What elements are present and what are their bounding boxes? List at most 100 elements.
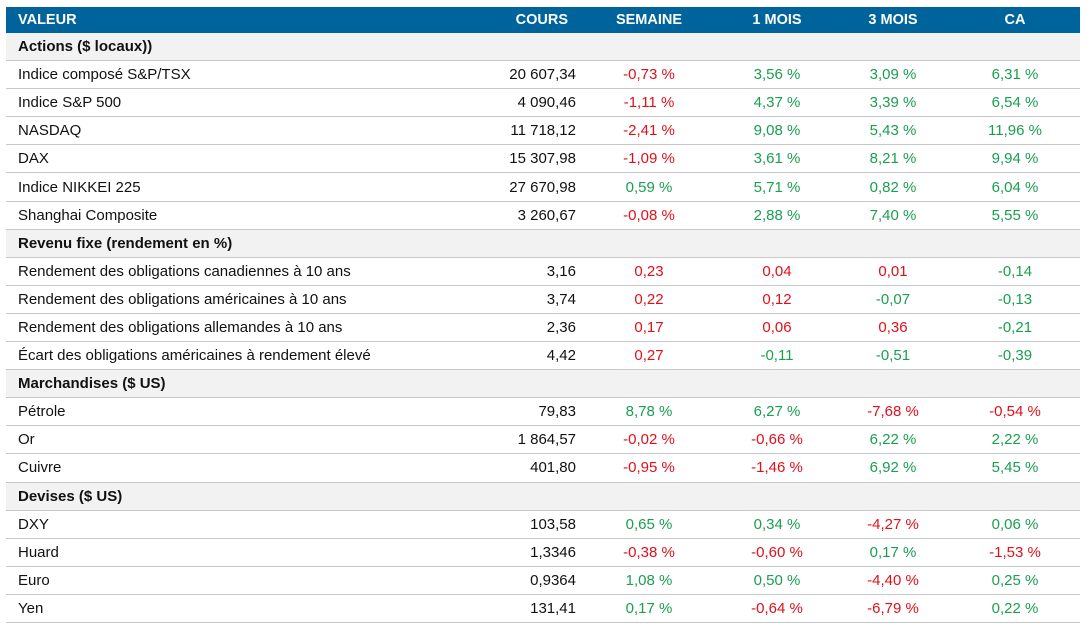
row-cours: 27 670,98 [478,172,580,202]
row-change: 6,04 % [950,172,1080,202]
row-change: -0,07 [836,285,950,314]
row-name: Indice NIKKEI 225 [6,172,478,202]
row-change: 0,50 % [718,566,836,595]
table-row: Rendement des obligations canadiennes à … [6,257,1080,286]
section-row: Actions ($ locaux)) [6,33,1080,62]
row-name: Yen [6,594,478,623]
col-cours: COURS [478,7,580,33]
table-row: Pétrole 79,83 8,78 % 6,27 % -7,68 % -0,54 % [6,397,1080,427]
row-name: Or [6,425,478,455]
row-change: -0,21 [950,313,1080,343]
row-change: 6,92 % [836,453,950,483]
row-change: 0,34 % [718,510,836,539]
row-change: 0,17 % [580,594,718,623]
row-change: -0,13 [950,285,1080,314]
row-change: 11,96 % [950,116,1080,146]
table-row: Yen 131,41 0,17 % -0,64 % -6,79 % 0,22 % [6,594,1080,623]
row-change: 6,54 % [950,88,1080,118]
row-change: -0,38 % [580,538,718,567]
row-change: 3,09 % [836,60,950,90]
row-change: -0,64 % [718,594,836,623]
table-row: Écart des obligations américaines à rend… [6,341,1080,371]
row-change: 0,59 % [580,172,718,202]
row-change: 4,37 % [718,88,836,118]
row-change: -0,54 % [950,397,1080,427]
row-name: NASDAQ [6,116,478,146]
row-change: 0,17 [580,313,718,343]
row-cours: 1 864,57 [478,425,580,455]
row-cours: 4,42 [478,341,580,371]
row-change: 0,17 % [836,538,950,567]
row-change: 2,88 % [718,201,836,230]
row-change: 0,25 % [950,566,1080,595]
section-row: Revenu fixe (rendement en %) [6,229,1080,258]
row-change: -0,95 % [580,453,718,483]
table-row: Rendement des obligations allemandes à 1… [6,313,1080,343]
section-row: Marchandises ($ US) [6,369,1080,399]
row-name: Rendement des obligations américaines à … [6,285,478,314]
row-change: 0,27 [580,341,718,371]
row-cours: 131,41 [478,594,580,623]
row-change: -0,66 % [718,425,836,455]
table-row: Indice composé S&P/TSX 20 607,34 -0,73 % 3,… [6,60,1080,90]
row-cours: 20 607,34 [478,60,580,90]
row-change: -1,53 % [950,538,1080,567]
row-name: Cuivre [6,453,478,483]
row-cours: 103,58 [478,510,580,539]
row-cours: 3,74 [478,285,580,314]
row-change: 6,27 % [718,397,836,427]
row-name: Rendement des obligations canadiennes à … [6,257,478,286]
row-change: 8,78 % [580,397,718,427]
row-name: Indice composé S&P/TSX [6,60,478,90]
section-title: Devises ($ US) [6,482,1080,511]
row-change: 9,94 % [950,144,1080,174]
table-row: DAX 15 307,98 -1,09 % 3,61 % 8,21 % 9,94 % [6,144,1080,174]
table-row: Euro 0,9364 1,08 % 0,50 % -4,40 % 0,25 % [6,566,1080,595]
header-row: VALEUR COURS SEMAINE 1 MOIS 3 MOIS CA [6,7,1080,33]
table-row: Indice S&P 500 4 090,46 -1,11 % 4,37 % 3,39 … [6,88,1080,118]
row-name: Huard [6,538,478,567]
row-change: 2,22 % [950,425,1080,455]
col-valeur: VALEUR [6,7,478,33]
row-change: -0,08 % [580,201,718,230]
row-change: 6,31 % [950,60,1080,90]
row-change: -2,41 % [580,116,718,146]
row-name: DAX [6,144,478,174]
table-row: DXY 103,58 0,65 % 0,34 % -4,27 % 0,06 % [6,510,1080,539]
row-change: -0,51 [836,341,950,371]
row-change: -1,11 % [580,88,718,118]
row-change: 0,12 [718,285,836,314]
row-change: 3,39 % [836,88,950,118]
table-row: Indice NIKKEI 225 27 670,98 0,59 % 5,71 % 0,… [6,172,1080,202]
row-change: 5,55 % [950,201,1080,230]
row-name: Rendement des obligations allemandes à 1… [6,313,478,343]
row-name: Pétrole [6,397,478,427]
col-3-mois: 3 MOIS [836,7,950,33]
row-name: DXY [6,510,478,539]
row-change: 0,65 % [580,510,718,539]
row-change: -0,02 % [580,425,718,455]
section-title: Marchandises ($ US) [6,369,1080,399]
row-change: 7,40 % [836,201,950,230]
row-change: -4,40 % [836,566,950,595]
row-name: Euro [6,566,478,595]
row-change: 0,22 [580,285,718,314]
row-cours: 2,36 [478,313,580,343]
row-change: 5,45 % [950,453,1080,483]
table-row: Or 1 864,57 -0,02 % -0,66 % 6,22 % 2,22 % [6,425,1080,455]
table-row: Rendement des obligations américaines à … [6,285,1080,314]
table-row: Huard 1,3346 -0,38 % -0,60 % 0,17 % -1,53 % [6,538,1080,567]
col-semaine: SEMAINE [580,7,718,33]
row-change: 8,21 % [836,144,950,174]
row-change: 6,22 % [836,425,950,455]
row-change: 1,08 % [580,566,718,595]
row-cours: 3,16 [478,257,580,286]
row-change: 0,36 [836,313,950,343]
row-cours: 401,80 [478,453,580,483]
section-title: Actions ($ locaux)) [6,33,1080,62]
row-change: -0,60 % [718,538,836,567]
col-1-mois: 1 MOIS [718,7,836,33]
market-table: VALEUR COURS SEMAINE 1 MOIS 3 MOIS CA Ac… [6,7,1080,623]
row-change: 0,82 % [836,172,950,202]
row-change: -0,39 [950,341,1080,371]
